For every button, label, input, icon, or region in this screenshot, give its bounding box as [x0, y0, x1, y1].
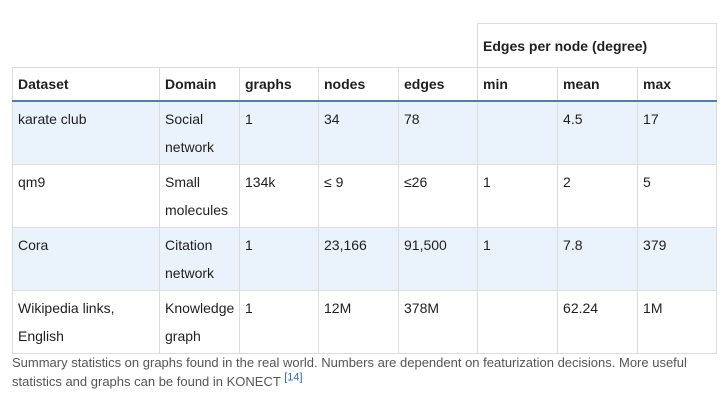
cell-graphs: 1: [239, 100, 319, 165]
cell-min: [477, 290, 559, 354]
cell-edges: 378M: [397, 290, 479, 354]
cell-domain: Knowledge graph: [159, 290, 240, 354]
cell-dataset: qm9: [12, 164, 160, 228]
col-header-min: min: [477, 67, 559, 102]
col-header-max: max: [637, 67, 718, 102]
cell-nodes: 12M: [318, 290, 399, 354]
cell-min: [477, 100, 559, 165]
table-row: qm9 Small molecules 134k ≤ 9 ≤26 1 2 5: [12, 164, 718, 228]
statistics-table-container: Edges per node (degree) Dataset Domain g…: [12, 23, 718, 354]
cell-dataset: Cora: [12, 227, 160, 291]
cell-graphs: 1: [239, 290, 319, 354]
graph-statistics-table: Edges per node (degree) Dataset Domain g…: [12, 23, 718, 354]
cell-graphs: 1: [239, 227, 319, 291]
cell-min: 1: [477, 164, 559, 228]
cell-domain: Social network: [159, 100, 240, 165]
cell-mean: 7.8: [557, 227, 639, 291]
col-header-graphs: graphs: [239, 67, 319, 102]
cell-edges: 78: [397, 100, 479, 165]
col-header-nodes: nodes: [318, 67, 399, 102]
cell-graphs: 134k: [239, 164, 319, 228]
cell-max: 5: [637, 164, 718, 228]
col-header-dataset: Dataset: [12, 67, 160, 102]
table-row: karate club Social network 1 34 78 4.5 1…: [12, 100, 718, 165]
col-header-mean: mean: [557, 67, 639, 102]
cell-nodes: ≤ 9: [318, 164, 399, 228]
cell-mean: 4.5: [557, 100, 639, 165]
group-header-row: Edges per node (degree): [13, 23, 718, 68]
cell-mean: 2: [557, 164, 639, 228]
cell-edges: ≤26: [397, 164, 479, 228]
table-row: Cora Citation network 1 23,166 91,500 1 …: [12, 227, 718, 291]
cell-min: 1: [477, 227, 559, 291]
group-header-spacer: [13, 24, 478, 68]
table-caption: Summary statistics on graphs found in th…: [12, 353, 717, 391]
cell-dataset: Wikipedia links, English: [12, 290, 160, 354]
cell-max: 17: [637, 100, 718, 165]
cell-domain: Small molecules: [159, 164, 240, 228]
cell-mean: 62.24: [557, 290, 639, 354]
citation-link[interactable]: [14]: [284, 371, 303, 384]
degree-group-header: Edges per node (degree): [477, 23, 718, 68]
col-header-edges: edges: [397, 67, 479, 102]
cell-dataset: karate club: [12, 100, 160, 165]
cell-nodes: 34: [318, 100, 399, 165]
cell-domain: Citation network: [159, 227, 240, 291]
cell-nodes: 23,166: [318, 227, 399, 291]
cell-max: 379: [637, 227, 718, 291]
cell-max: 1M: [637, 290, 718, 354]
cell-edges: 91,500: [397, 227, 479, 291]
caption-text: Summary statistics on graphs found in th…: [12, 355, 687, 389]
col-header-domain: Domain: [159, 67, 240, 102]
table-row: Wikipedia links, English Knowledge graph…: [12, 290, 718, 354]
column-header-row: Dataset Domain graphs nodes edges min me…: [12, 67, 718, 102]
